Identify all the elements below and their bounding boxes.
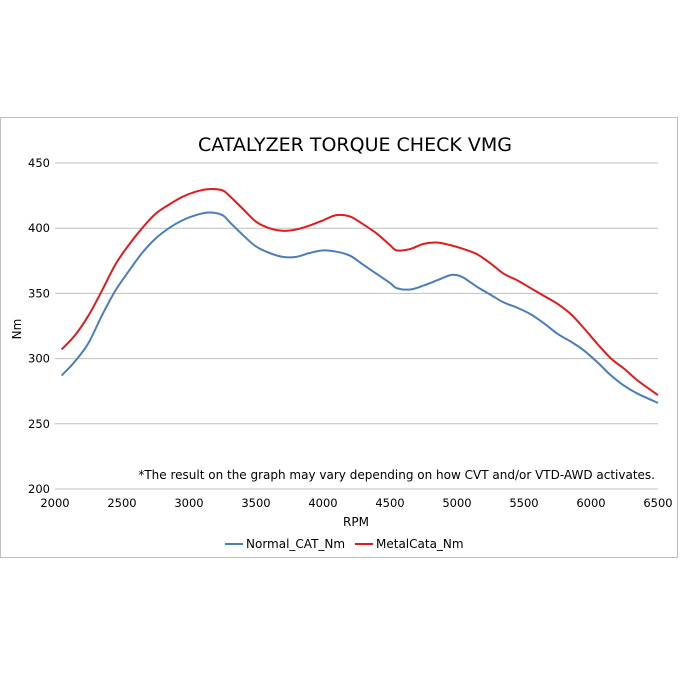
x-tick-label-2000: 2000	[40, 496, 69, 510]
y-tick-label-300: 300	[28, 352, 50, 366]
x-tick-label-2500: 2500	[107, 496, 136, 510]
legend: Normal_CAT_Nm MetalCata_Nm	[225, 537, 464, 551]
x-tick-label-6500: 6500	[643, 496, 672, 510]
grid-lines	[55, 162, 658, 490]
legend-label-normal-cat: Normal_CAT_Nm	[246, 537, 345, 551]
x-tick-label-5500: 5500	[509, 496, 538, 510]
series-line-metalcata-nm	[60, 188, 659, 396]
x-tick-label-3000: 3000	[174, 496, 203, 510]
x-tick-label-4500: 4500	[375, 496, 404, 510]
y-tick-label-250: 250	[28, 417, 50, 431]
legend-label-metal-cata: MetalCata_Nm	[376, 537, 464, 551]
x-tick-label-3500: 3500	[241, 496, 270, 510]
x-tick-label-5000: 5000	[442, 496, 471, 510]
y-tick-label-350: 350	[28, 286, 50, 300]
y-tick-label-450: 450	[28, 156, 50, 170]
x-tick-label-4000: 4000	[308, 496, 337, 510]
chart-title: CATALYZER TORQUE CHECK VMG	[198, 134, 512, 156]
x-axis-label: RPM	[343, 515, 369, 529]
series-lines	[60, 188, 659, 404]
y-axis-ticks: 200 250 300 350 400 450	[28, 156, 50, 496]
chart-svg: CATALYZER TORQUE CHECK VMG 200 250 300 350 4…	[10, 134, 673, 551]
y-tick-label-200: 200	[28, 482, 50, 496]
chart-annotation: *The result on the graph may vary depend…	[138, 468, 655, 482]
x-axis-ticks: 2000 2500 3000 3500 4000 4500 5000 5500 6000 6500	[40, 496, 672, 510]
y-tick-label-400: 400	[28, 221, 50, 235]
series-line-normal-cat-nm	[60, 211, 659, 404]
chart-frame: CATALYZER TORQUE CHECK VMG 200 250 300 350 4…	[0, 117, 678, 558]
x-tick-label-6000: 6000	[576, 496, 605, 510]
y-axis-label: Nm	[10, 319, 24, 340]
